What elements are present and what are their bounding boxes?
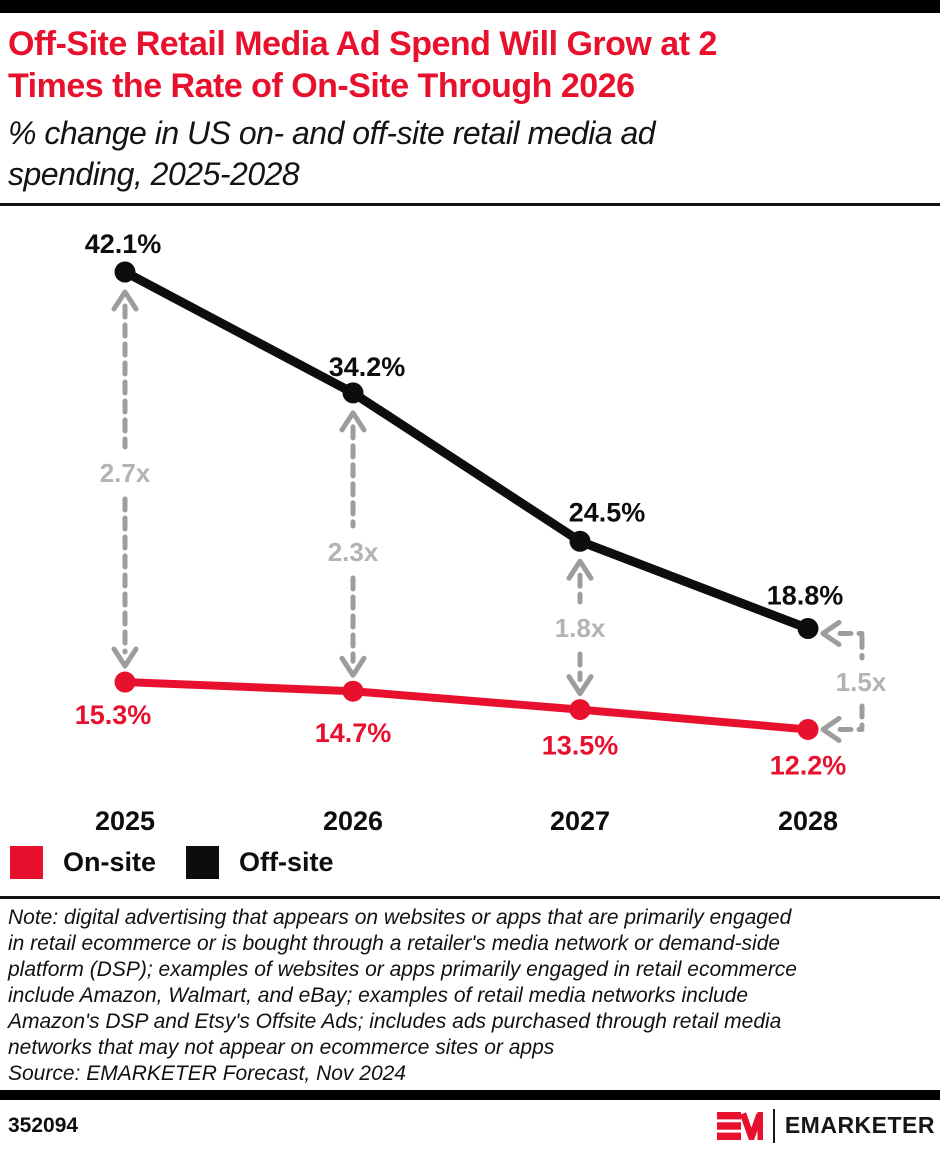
header: Off-Site Retail Media Ad Spend Will Grow… — [0, 13, 940, 203]
ratio-label: 2.7x — [100, 458, 151, 488]
logo-divider — [772, 1108, 775, 1143]
data-point-on-site-2028 — [797, 718, 819, 740]
chart-note: Note: digital advertising that appears o… — [0, 905, 940, 1087]
on-site-line — [121, 678, 812, 734]
x-axis-labels: 2025 2026 2027 2028 — [95, 806, 838, 836]
chart-id: 352094 — [8, 1113, 79, 1137]
header-divider — [0, 203, 940, 206]
subtitle-line-1: % change in US on- and off-site retail m… — [8, 115, 656, 151]
legend-label-off-site: Off-site — [239, 847, 334, 877]
arrowhead-down-icon — [111, 646, 139, 669]
chart-title: Off-Site Retail Media Ad Spend Will Grow… — [8, 23, 932, 107]
ratio-label: 1.8x — [555, 613, 606, 643]
note-line: Note: digital advertising that appears o… — [8, 906, 792, 929]
line-chart: 2.7x 2.3x 1.8x 1.5x 42.1% 34.2% 24.5% 18.8% 15.3… — [0, 210, 940, 840]
arrowhead-left-icon — [820, 619, 842, 647]
note-line: in retail ecommerce or is bought through… — [8, 932, 781, 955]
note-line: Amazon's DSP and Etsy's Offsite Ads; inc… — [8, 1010, 782, 1033]
ratio-label: 2.3x — [328, 537, 379, 567]
chart-subtitle: % change in US on- and off-site retail m… — [8, 113, 932, 195]
title-line-1: Off-Site Retail Media Ad Spend Will Grow… — [8, 25, 717, 63]
point-label-off-site: 18.8% — [767, 580, 844, 610]
data-point-off-site-2025 — [114, 261, 136, 283]
point-label-on-site: 14.7% — [315, 718, 392, 748]
subtitle-line-2: spending, 2025-2028 — [8, 156, 300, 192]
arrowhead-down-icon — [339, 655, 367, 678]
arrowhead-up-icon — [111, 289, 139, 312]
point-label-off-site: 24.5% — [569, 497, 646, 527]
data-labels: 42.1% 34.2% 24.5% 18.8% 15.3% 14.7% 13.5% 12.2% — [75, 229, 847, 780]
top-bar — [0, 0, 940, 13]
ratio-label: 1.5x — [836, 667, 887, 697]
legend-swatch-off-site — [186, 846, 220, 879]
bottom-bar — [0, 1090, 940, 1100]
source-line: Source: EMARKETER Forecast, Nov 2024 — [8, 1062, 406, 1085]
point-label-off-site: 42.1% — [85, 229, 162, 259]
x-axis-label-2025: 2025 — [95, 806, 155, 836]
note-line: networks that may not appear on ecommerc… — [8, 1036, 555, 1059]
series-on-site — [114, 671, 819, 740]
emarketer-em-icon — [716, 1111, 763, 1140]
note-line: include Amazon, Walmart, and eBay; examp… — [8, 984, 749, 1007]
data-point-off-site-2027 — [569, 530, 591, 552]
legend-swatch-on-site — [10, 846, 43, 879]
brand-wordmark: EMARKETER — [784, 1112, 935, 1138]
data-point-off-site-2028 — [797, 617, 819, 639]
note-line: platform (DSP); examples of websites or … — [8, 958, 797, 981]
point-label-on-site: 13.5% — [542, 731, 619, 761]
arrowhead-up-icon — [566, 558, 594, 581]
x-axis-label-2028: 2028 — [778, 806, 838, 836]
series-off-site — [114, 261, 819, 639]
data-point-on-site-2025 — [114, 671, 136, 693]
title-line-2: Times the Rate of On-Site Through 2026 — [8, 67, 635, 105]
data-point-on-site-2027 — [569, 699, 591, 721]
data-point-off-site-2026 — [342, 382, 364, 404]
data-point-on-site-2026 — [342, 680, 364, 702]
point-label-on-site: 12.2% — [770, 750, 847, 780]
arrowhead-up-icon — [339, 410, 367, 433]
x-axis-label-2026: 2026 — [323, 806, 383, 836]
point-label-on-site: 15.3% — [75, 700, 152, 730]
point-label-off-site: 34.2% — [329, 352, 406, 382]
ratio-arrows: 2.7x 2.3x 1.8x 1.5x — [100, 289, 887, 743]
off-site-line — [120, 267, 813, 633]
chart-legend: On-site Off-site — [10, 846, 940, 879]
arrowhead-down-icon — [566, 674, 594, 697]
note-divider — [0, 896, 940, 899]
legend-label-on-site: On-site — [63, 847, 157, 877]
emarketer-logo: EMARKETER — [716, 1108, 935, 1143]
arrowhead-left-icon — [820, 715, 842, 743]
line-chart-svg: 2.7x 2.3x 1.8x 1.5x 42.1% 34.2% 24.5% 18.8% 15.3… — [75, 229, 887, 836]
footer: 352094 EMARKETER — [0, 1100, 940, 1151]
x-axis-label-2027: 2027 — [550, 806, 610, 836]
